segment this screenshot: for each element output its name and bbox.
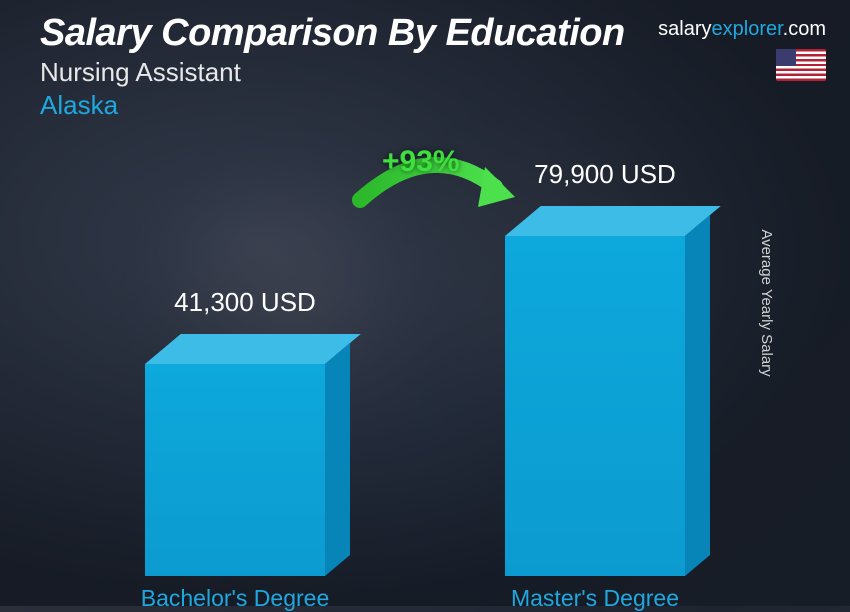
location-label: Alaska	[40, 90, 830, 121]
bar-front-face	[505, 236, 685, 576]
brand-name: salaryexplorer.com	[658, 18, 826, 41]
bar-front-face	[145, 364, 325, 576]
increase-percent: +93%	[382, 145, 460, 179]
brand-prefix: salary	[658, 18, 711, 40]
bar-side-face	[685, 215, 710, 576]
y-axis-label: Average Yearly Salary	[758, 229, 775, 376]
bar-label-masters: Master's Degree	[480, 585, 710, 612]
brand-suffix: .com	[783, 18, 826, 40]
increase-indicator: +93%	[340, 145, 540, 245]
flag-icon	[776, 49, 826, 81]
branding: salaryexplorer.com	[658, 18, 826, 81]
bar-label-bachelors: Bachelor's Degree	[120, 585, 350, 612]
bar-side-face	[325, 343, 350, 576]
bar-value-bachelors: 41,300 USD	[130, 287, 360, 318]
brand-accent: explorer	[712, 18, 783, 40]
